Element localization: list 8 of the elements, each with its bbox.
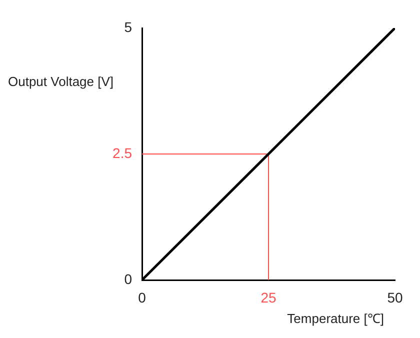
y-tick-label: 0 xyxy=(124,270,132,287)
x-axis-title: Temperature [℃] xyxy=(287,310,384,327)
y-tick-label: 2.5 xyxy=(112,144,132,161)
x-tick-label: 0 xyxy=(138,289,146,306)
y-tick-label: 5 xyxy=(124,18,132,35)
x-tick-label: 50 xyxy=(387,289,403,306)
x-tick-label: 25 xyxy=(260,289,276,306)
y-axis-title: Output Voltage [V] xyxy=(8,74,114,89)
